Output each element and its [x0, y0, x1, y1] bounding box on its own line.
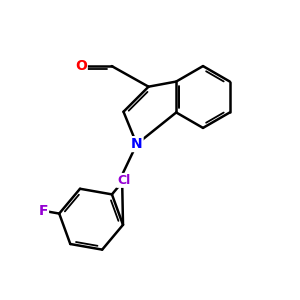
Text: O: O — [75, 59, 87, 73]
Text: N: N — [131, 137, 142, 151]
Text: F: F — [38, 204, 48, 218]
Text: Cl: Cl — [117, 174, 130, 187]
